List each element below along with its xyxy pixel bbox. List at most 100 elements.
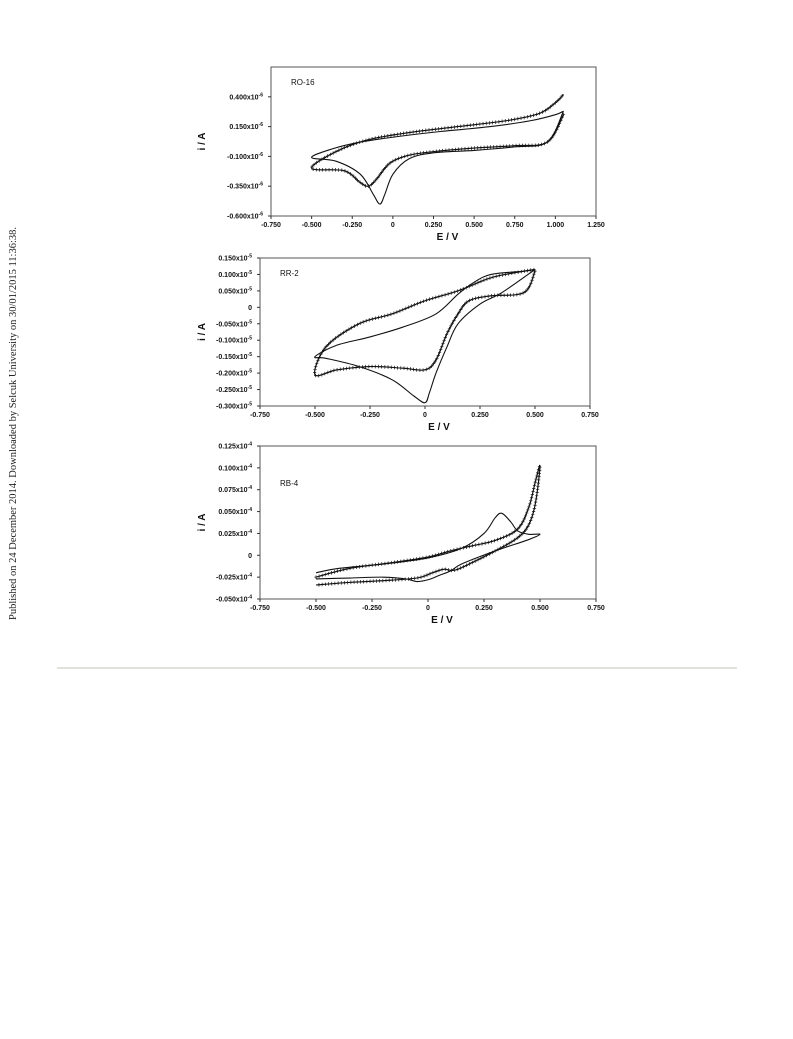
cross-marker bbox=[351, 365, 355, 370]
cross-marker bbox=[408, 367, 412, 371]
cross-marker bbox=[437, 350, 442, 355]
cross-marker bbox=[376, 175, 380, 180]
cross-marker bbox=[516, 270, 520, 274]
cross-marker bbox=[364, 364, 368, 369]
cross-marker bbox=[499, 546, 503, 550]
cross-marker bbox=[452, 318, 456, 323]
cross-marker bbox=[421, 368, 425, 372]
cross-marker bbox=[410, 304, 414, 308]
cross-marker bbox=[504, 534, 508, 538]
cross-marker bbox=[473, 559, 477, 563]
cross-marker bbox=[559, 118, 563, 123]
cross-marker bbox=[530, 515, 534, 520]
cross-marker bbox=[510, 531, 514, 536]
cross-marker bbox=[443, 335, 447, 340]
cross-marker bbox=[525, 511, 529, 515]
cross-marker bbox=[506, 118, 511, 123]
cross-marker bbox=[443, 126, 447, 130]
cross-marker bbox=[477, 295, 481, 300]
cross-marker bbox=[430, 127, 434, 132]
cross-marker bbox=[537, 478, 541, 482]
x-axis-label: E / V bbox=[431, 615, 453, 626]
cross-marker bbox=[437, 294, 441, 299]
cross-marker bbox=[517, 143, 521, 148]
cross-marker bbox=[389, 365, 393, 370]
cross-marker bbox=[538, 468, 542, 473]
x-tick-label-0: 0 bbox=[426, 605, 430, 612]
cross-marker bbox=[415, 557, 419, 561]
cross-marker bbox=[465, 123, 469, 128]
cross-marker bbox=[362, 579, 366, 584]
cross-marker bbox=[351, 565, 355, 570]
cross-marker bbox=[522, 115, 526, 120]
cross-marker bbox=[543, 141, 547, 146]
cross-marker bbox=[536, 484, 540, 489]
cross-marker bbox=[462, 124, 466, 128]
cross-marker bbox=[337, 148, 341, 153]
cross-marker bbox=[312, 162, 316, 167]
cross-marker bbox=[444, 332, 449, 337]
cross-marker bbox=[560, 115, 564, 120]
cross-marker bbox=[424, 555, 428, 560]
cross-marker bbox=[348, 566, 352, 571]
cross-marker bbox=[427, 554, 431, 559]
cross-marker bbox=[396, 366, 400, 370]
cross-marker bbox=[405, 366, 409, 371]
cross-marker bbox=[351, 174, 355, 178]
cross-marker bbox=[440, 344, 444, 349]
cross-marker bbox=[372, 180, 376, 185]
cross-marker bbox=[412, 152, 416, 156]
cross-marker bbox=[425, 150, 429, 155]
cross-marker bbox=[395, 310, 399, 314]
cross-marker bbox=[367, 318, 371, 322]
cross-marker bbox=[527, 505, 531, 509]
cross-marker bbox=[380, 562, 384, 566]
cross-marker bbox=[481, 121, 485, 126]
cross-marker bbox=[340, 147, 344, 151]
cross-marker bbox=[392, 560, 397, 565]
cross-marker bbox=[476, 280, 480, 285]
cross-marker bbox=[482, 145, 486, 150]
cross-marker bbox=[386, 133, 390, 138]
cross-marker bbox=[317, 355, 321, 360]
panel-rr-2: -0.750 -0.500 -0.250 0 0.250 0.500 0.750 0.150x… bbox=[197, 254, 599, 434]
cross-marker bbox=[386, 163, 390, 167]
cross-marker bbox=[550, 135, 554, 140]
cross-marker bbox=[491, 275, 495, 279]
cross-marker bbox=[537, 471, 542, 476]
cross-marker bbox=[446, 329, 450, 334]
panel-ro-16: -0.750 -0.500 -0.250 0 0.250 0.500 0.750 1.000 1… bbox=[197, 66, 605, 243]
cross-marker bbox=[471, 543, 475, 548]
cross-marker bbox=[350, 325, 354, 330]
cross-marker bbox=[484, 121, 488, 126]
cross-marker bbox=[504, 543, 508, 547]
cross-marker bbox=[317, 574, 321, 579]
cross-marker bbox=[363, 184, 368, 188]
y-tick-label-0-400x10-6: 0.400x10-6 bbox=[229, 92, 263, 101]
cross-marker bbox=[336, 334, 340, 338]
cross-marker bbox=[421, 150, 426, 155]
cross-marker bbox=[358, 321, 362, 325]
cross-marker bbox=[496, 547, 500, 552]
cross-marker bbox=[339, 568, 343, 573]
cross-marker bbox=[324, 344, 328, 349]
cross-marker bbox=[329, 570, 333, 575]
cross-marker bbox=[365, 579, 369, 584]
cross-marker bbox=[421, 556, 425, 560]
cross-marker bbox=[548, 105, 553, 109]
cross-marker bbox=[405, 131, 409, 135]
cross-marker bbox=[507, 271, 511, 276]
cross-marker bbox=[317, 373, 321, 378]
cross-marker bbox=[521, 291, 525, 295]
cross-marker bbox=[524, 289, 528, 294]
cross-marker bbox=[560, 94, 564, 98]
y-tick-label-0-025x10-4: -0.025x10-4 bbox=[216, 573, 252, 582]
cross-marker bbox=[415, 368, 419, 372]
cross-marker bbox=[533, 143, 537, 148]
y-tick-label-0-200x10-5: -0.200x10-5 bbox=[216, 369, 252, 378]
y-tick-label-0-150x10-6: 0.150x10-6 bbox=[229, 122, 263, 131]
cross-marker bbox=[355, 141, 359, 145]
cross-marker bbox=[387, 578, 391, 583]
cross-marker bbox=[322, 347, 326, 351]
cross-marker bbox=[431, 296, 435, 301]
